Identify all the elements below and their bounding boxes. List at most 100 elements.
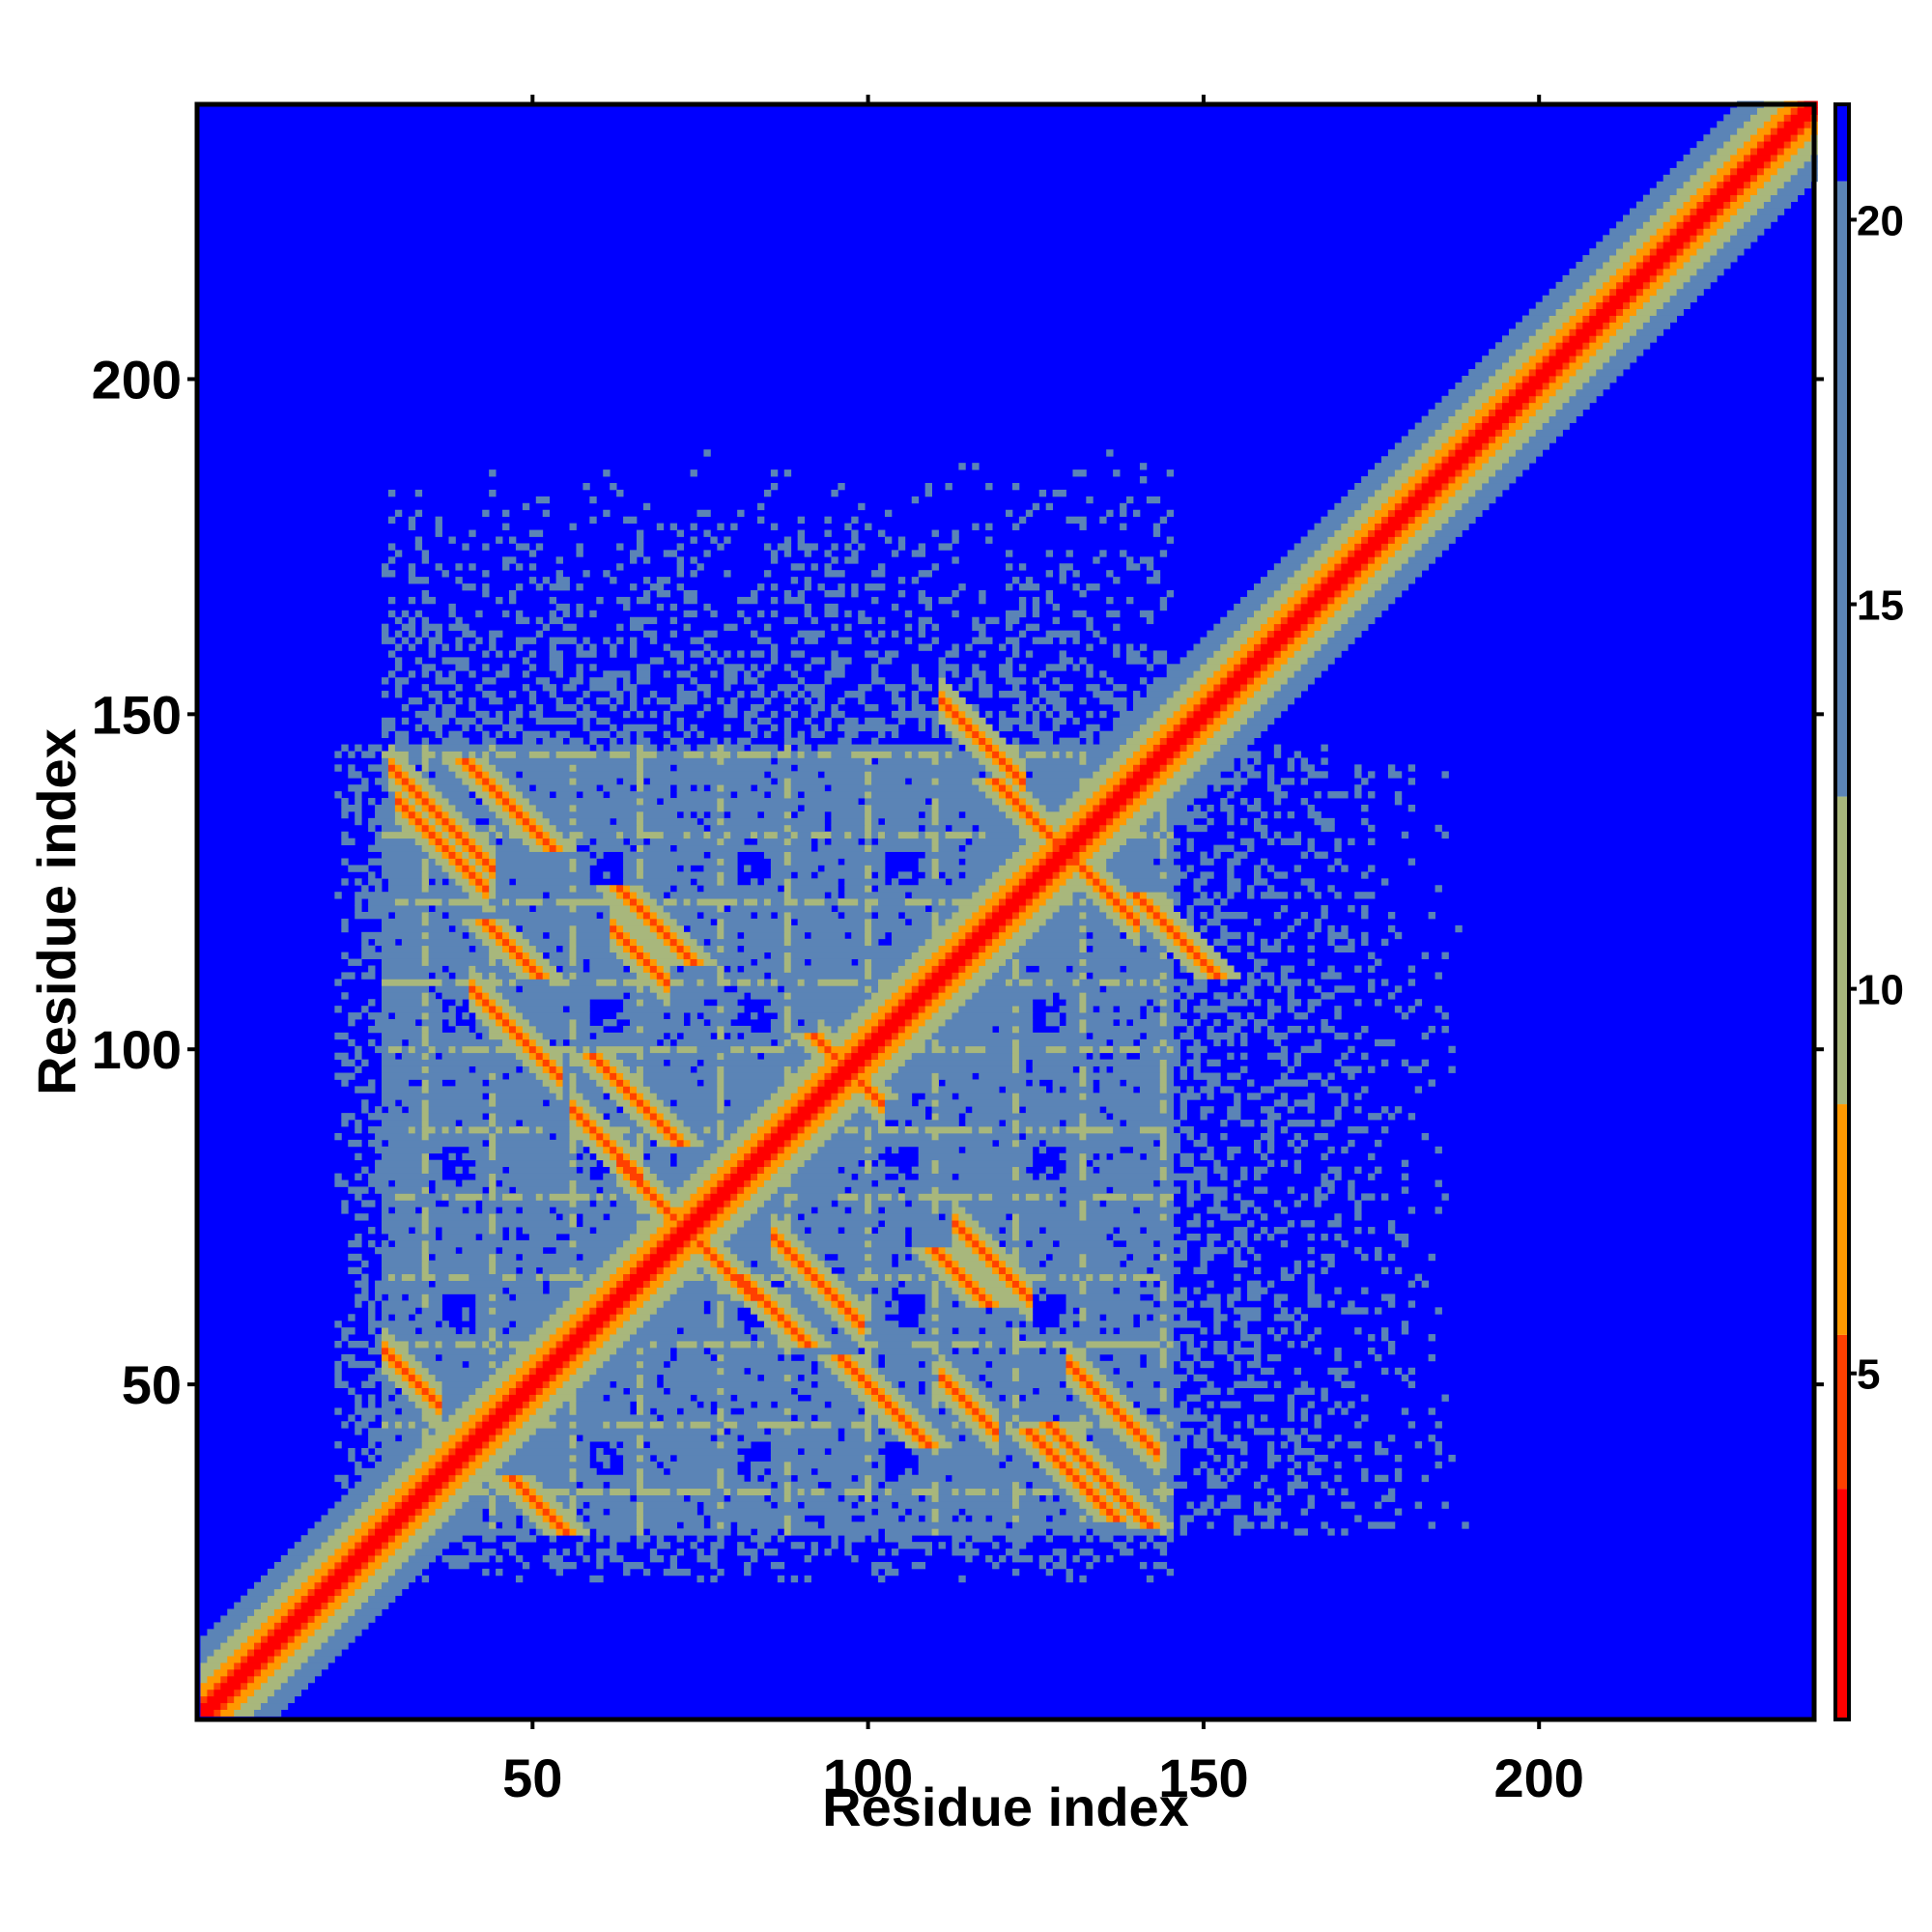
heatmap-cell xyxy=(1166,1314,1175,1321)
heatmap-cell xyxy=(1166,918,1175,926)
heatmap-cell xyxy=(1314,1186,1321,1194)
heatmap-cell xyxy=(952,1234,959,1241)
heatmap-cell xyxy=(810,1152,879,1161)
heatmap-cell xyxy=(1441,1394,1449,1402)
heatmap-cell xyxy=(992,1341,1013,1349)
heatmap-cell xyxy=(549,1086,563,1094)
heatmap-cell xyxy=(1421,1132,1430,1141)
heatmap-cell xyxy=(300,1581,315,1590)
heatmap-cell xyxy=(838,1126,845,1134)
heatmap-cell xyxy=(790,1139,806,1148)
heatmap-cell xyxy=(1018,945,1080,953)
heatmap-cell xyxy=(435,1374,490,1382)
heatmap-cell xyxy=(1401,1239,1409,1248)
heatmap-cell xyxy=(287,1615,309,1623)
heatmap-cell xyxy=(475,1159,570,1168)
heatmap-cell xyxy=(878,1106,886,1114)
heatmap-cell xyxy=(790,1113,811,1121)
heatmap-cell xyxy=(737,1521,785,1529)
heatmap-cell xyxy=(569,1079,577,1087)
heatmap-cell xyxy=(871,1200,906,1208)
heatmap-cell xyxy=(368,871,376,879)
heatmap-cell xyxy=(1065,1012,1141,1020)
heatmap-cell xyxy=(1011,1515,1020,1522)
heatmap-cell xyxy=(891,1146,899,1154)
heatmap-cell xyxy=(979,905,993,913)
heatmap-cell xyxy=(642,898,658,906)
heatmap-cell xyxy=(623,1561,644,1570)
heatmap-cell xyxy=(1273,1494,1282,1502)
heatmap-cell xyxy=(972,1407,980,1415)
heatmap-cell xyxy=(642,958,651,966)
heatmap-cell xyxy=(1380,1367,1389,1376)
heatmap-cell xyxy=(858,1072,872,1080)
heatmap-cell xyxy=(1247,1093,1262,1100)
heatmap-cell xyxy=(790,1494,838,1502)
heatmap-cell xyxy=(1354,1106,1362,1114)
heatmap-cell xyxy=(992,1360,1066,1369)
heatmap-cell xyxy=(596,1227,638,1235)
heatmap-cell xyxy=(911,1166,932,1174)
heatmap-cell xyxy=(241,1642,255,1650)
heatmap-cell xyxy=(489,1454,510,1463)
heatmap-cell xyxy=(382,1006,442,1013)
heatmap-cell xyxy=(992,1401,1013,1408)
heatmap-cell xyxy=(1018,1347,1040,1355)
heatmap-cell xyxy=(1213,905,1221,913)
heatmap-cell xyxy=(582,1280,604,1288)
heatmap-cell xyxy=(489,1441,503,1449)
heatmap-cell xyxy=(1287,1025,1302,1034)
heatmap-cell xyxy=(683,979,697,986)
heatmap-cell xyxy=(508,1287,544,1294)
heatmap-cell xyxy=(1152,1561,1168,1570)
heatmap-cell xyxy=(630,938,638,947)
heatmap-cell xyxy=(790,1179,872,1187)
heatmap-cell xyxy=(757,1287,765,1294)
heatmap-cell xyxy=(744,965,785,973)
heatmap-cell xyxy=(790,1032,806,1040)
heatmap-cell xyxy=(824,1052,832,1061)
heatmap-cell xyxy=(1361,905,1369,913)
heatmap-cell xyxy=(636,1481,644,1490)
heatmap-cell xyxy=(844,878,886,886)
heatmap-cell xyxy=(790,1253,799,1262)
heatmap-cell xyxy=(1186,1300,1194,1308)
heatmap-cell xyxy=(375,1166,423,1174)
heatmap-cell xyxy=(1287,1186,1295,1194)
heatmap-cell xyxy=(361,885,369,893)
heatmap-cell xyxy=(569,1213,577,1221)
heatmap-cell xyxy=(1006,1548,1020,1556)
heatmap-cell xyxy=(1099,1401,1107,1408)
heatmap-cell xyxy=(1045,1019,1060,1027)
heatmap-cell xyxy=(435,1394,442,1402)
heatmap-cell xyxy=(1152,918,1161,926)
heatmap-cell xyxy=(965,1234,973,1241)
heatmap-cell xyxy=(1327,1086,1342,1094)
heatmap-cell xyxy=(838,1374,852,1382)
heatmap-cell xyxy=(938,1280,946,1288)
heatmap-cell xyxy=(469,878,476,886)
heatmap-cell xyxy=(387,878,423,886)
heatmap-cell xyxy=(730,1234,772,1241)
heatmap-cell xyxy=(831,1065,838,1073)
heatmap-cell xyxy=(1280,1239,1289,1248)
heatmap-cell xyxy=(241,1682,248,1690)
heatmap-cell xyxy=(1435,1179,1442,1187)
heatmap-cell xyxy=(355,1421,369,1429)
heatmap-cell xyxy=(414,1488,436,1495)
heatmap-cell xyxy=(669,992,745,1000)
heatmap-cell xyxy=(1079,1314,1087,1321)
heatmap-cell xyxy=(1327,1146,1335,1154)
heatmap-cell xyxy=(321,1575,328,1583)
heatmap-cell xyxy=(334,1474,349,1483)
heatmap-cell xyxy=(642,1407,651,1415)
heatmap-cell xyxy=(649,1246,658,1255)
heatmap-cell xyxy=(1072,1353,1087,1362)
heatmap-cell xyxy=(878,1065,899,1073)
heatmap-cell xyxy=(642,1401,697,1408)
heatmap-cell xyxy=(1025,1293,1034,1301)
heatmap-cell xyxy=(1059,1461,1066,1469)
heatmap-cell xyxy=(992,1542,1000,1549)
heatmap-cell xyxy=(871,1025,879,1034)
